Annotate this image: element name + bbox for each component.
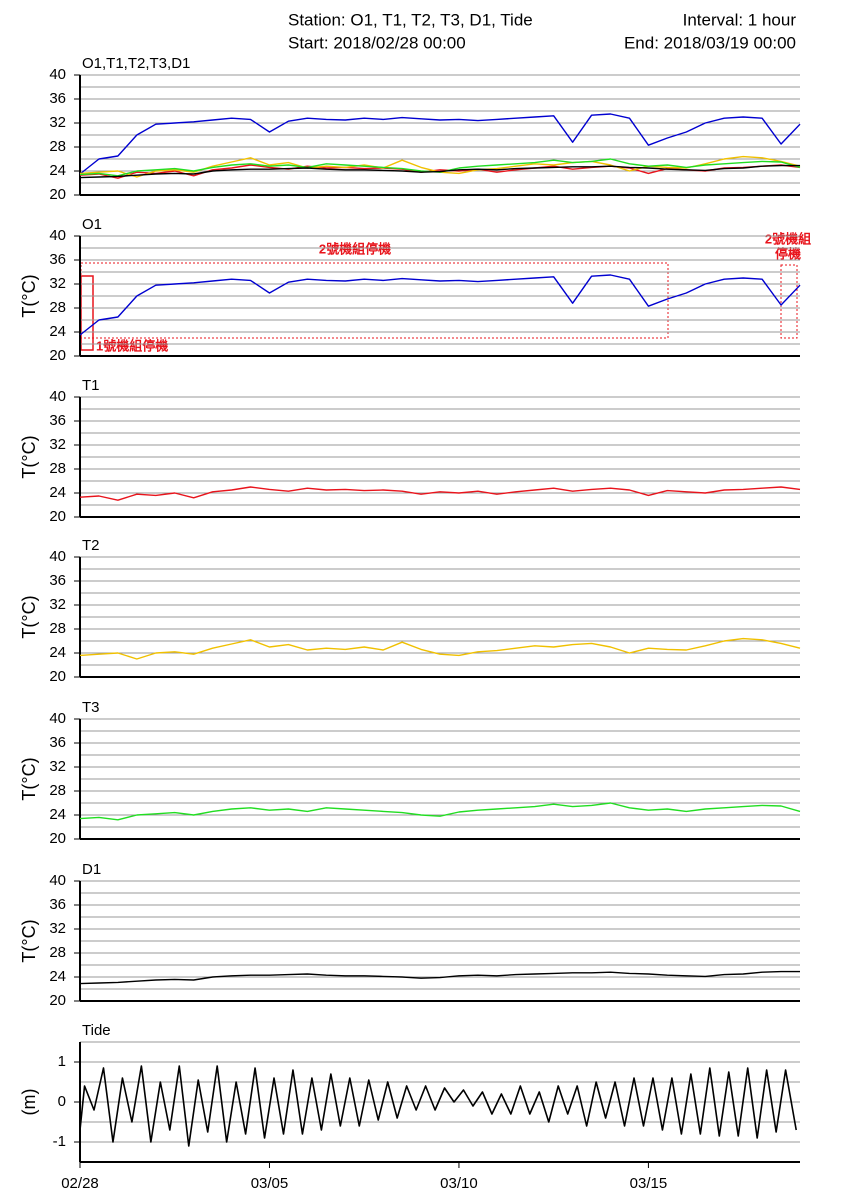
y-tick-label: 40 [49, 66, 66, 83]
shutdown-box [80, 262, 669, 339]
y-tick-label: 36 [49, 734, 66, 751]
x-tick-label: 03/05 [251, 1175, 289, 1192]
series-line [79, 486, 801, 501]
annotation: 2號機組停機 [319, 241, 391, 256]
annotation: 2號機組 [765, 231, 811, 246]
y-tick-label: 36 [49, 896, 66, 913]
y-tick-label: 40 [49, 710, 66, 727]
y-tick-label: 32 [49, 436, 66, 453]
series-line [79, 164, 800, 179]
y-tick-label: 32 [49, 114, 66, 131]
series-line [79, 113, 801, 175]
y-tick-label: 40 [49, 548, 66, 565]
x-tick-label: 02/28 [61, 1175, 99, 1192]
y-tick-label: 24 [49, 323, 66, 340]
y-tick-label: 24 [49, 484, 66, 501]
y-tick-label: 36 [49, 90, 66, 107]
y-tick-label: 28 [49, 944, 66, 961]
y-tick-label: 32 [49, 758, 66, 775]
y-axis-label: T(°C) [19, 919, 39, 962]
shutdown-box [80, 275, 94, 351]
y-tick-label: 28 [49, 138, 66, 155]
series-line [79, 802, 801, 821]
station: Station: O1, T1, T2, T3, D1, Tide [288, 10, 533, 29]
y-tick-label: 24 [49, 968, 66, 985]
y-tick-label: 40 [49, 388, 66, 405]
y-tick-label: 28 [49, 620, 66, 637]
panel-title: T2 [82, 537, 100, 554]
y-tick-label: -1 [53, 1133, 66, 1150]
y-tick-label: 24 [49, 644, 66, 661]
y-axis-label: (m) [19, 1089, 39, 1116]
series-line [79, 637, 801, 660]
y-tick-label: 20 [49, 347, 66, 364]
y-axis-label: T(°C) [19, 757, 39, 800]
panel-title: T3 [82, 699, 100, 716]
y-tick-label: 1 [58, 1053, 66, 1070]
y-tick-label: 32 [49, 596, 66, 613]
y-tick-label: 28 [49, 460, 66, 477]
x-tick-label: 03/15 [630, 1175, 668, 1192]
y-tick-label: 20 [49, 668, 66, 685]
y-tick-label: 24 [49, 162, 66, 179]
panel-title: O1 [82, 216, 102, 233]
panel-title: T1 [82, 377, 100, 394]
y-axis-label: T(°C) [19, 595, 39, 638]
y-tick-label: 32 [49, 275, 66, 292]
y-tick-label: 28 [49, 299, 66, 316]
y-tick-label: 24 [49, 806, 66, 823]
x-tick-label: 03/10 [440, 1175, 478, 1192]
series-line [79, 274, 801, 336]
y-tick-label: 36 [49, 572, 66, 589]
y-tick-label: 32 [49, 920, 66, 937]
interval: Interval: 1 hour [683, 10, 797, 29]
panel-title: D1 [82, 861, 101, 878]
series-line [79, 1065, 797, 1147]
y-tick-label: 20 [49, 830, 66, 847]
shutdown-box [780, 264, 798, 339]
y-tick-label: 0 [58, 1093, 66, 1110]
panel-title: Tide [82, 1022, 111, 1039]
start-time: Start: 2018/02/28 00:00 [288, 33, 466, 52]
y-tick-label: 36 [49, 251, 66, 268]
y-axis-label: T(°C) [19, 435, 39, 478]
y-tick-label: 40 [49, 227, 66, 244]
annotation: 停機 [775, 246, 801, 261]
end-time: End: 2018/03/19 00:00 [624, 33, 796, 52]
y-tick-label: 36 [49, 412, 66, 429]
annotation: 1號機組停機 [96, 338, 168, 353]
y-tick-label: 28 [49, 782, 66, 799]
y-axis-label: T(°C) [19, 274, 39, 317]
panel-title: O1,T1,T2,T3,D1 [82, 55, 190, 72]
y-tick-label: 20 [49, 992, 66, 1009]
y-tick-label: 20 [49, 186, 66, 203]
y-tick-label: 20 [49, 508, 66, 525]
series-line [79, 970, 800, 985]
y-tick-label: 40 [49, 872, 66, 889]
